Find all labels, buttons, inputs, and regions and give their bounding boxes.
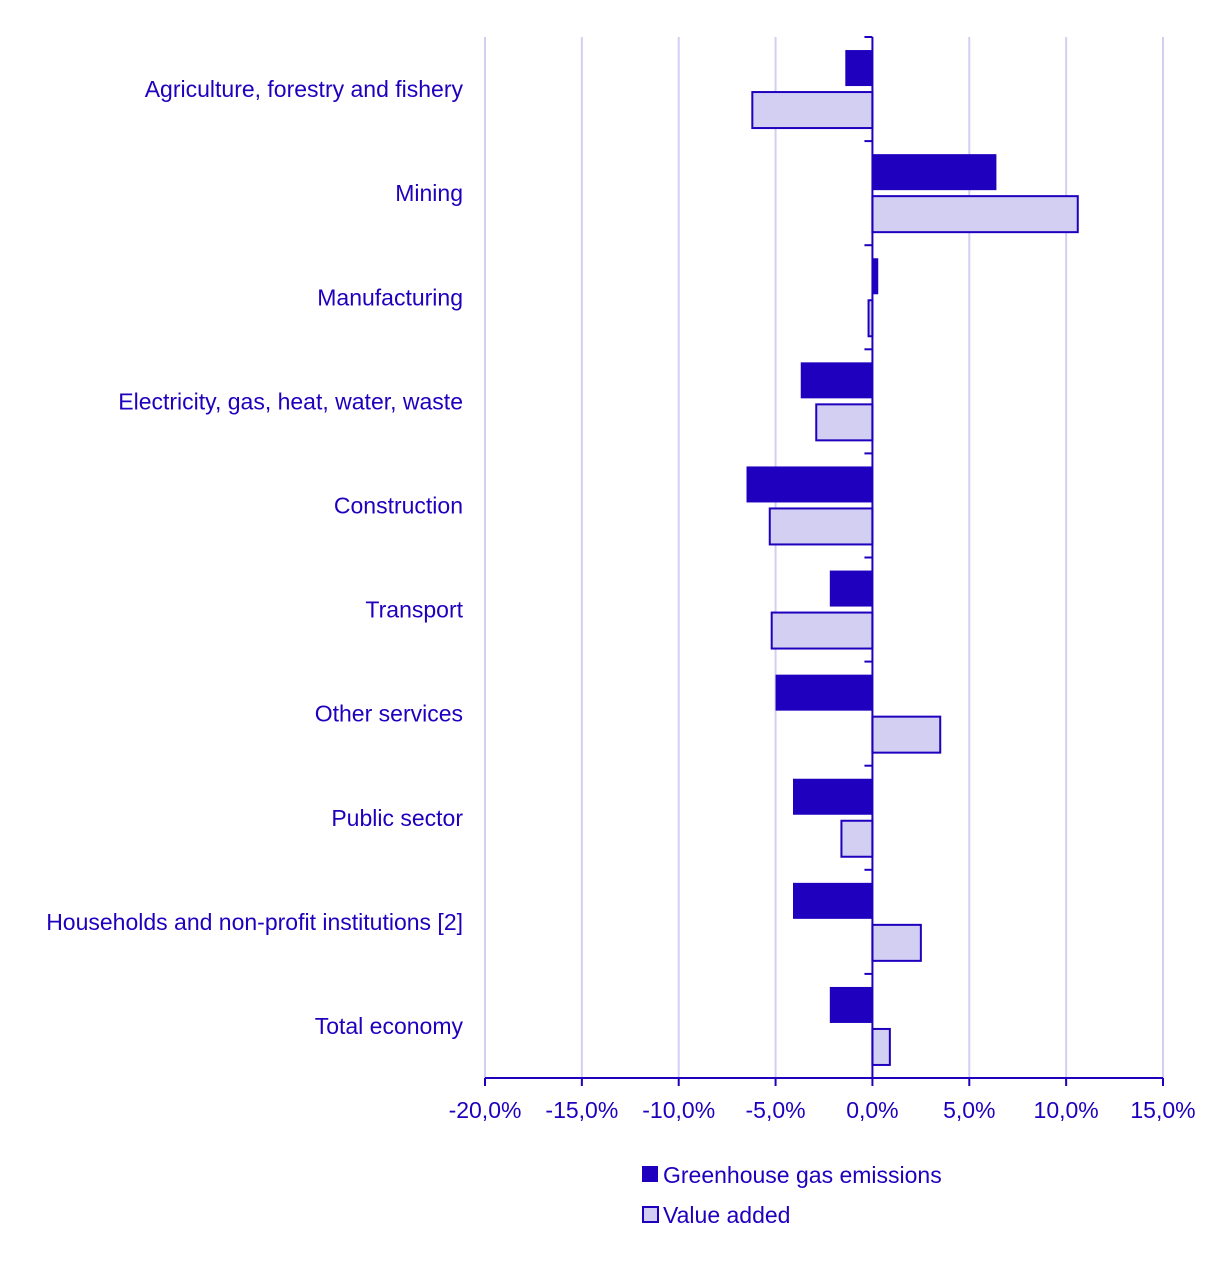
bars (746, 50, 1079, 1066)
bar-value-added (815, 403, 874, 442)
category-label: Electricity, gas, heat, water, waste (118, 388, 463, 414)
bar-value-added (871, 923, 922, 962)
category-label: Construction (334, 492, 463, 518)
legend-label-greenhouse-gas: Greenhouse gas emissions (663, 1162, 942, 1188)
bar-value-added (840, 819, 874, 858)
bar-greenhouse-gas (793, 882, 873, 919)
bar-greenhouse-gas (775, 674, 873, 711)
bar-value-added (751, 91, 874, 130)
bar-value-added (871, 1027, 891, 1066)
axes (484, 36, 1164, 1086)
bar-value-added (770, 611, 874, 650)
category-labels: Agriculture, forestry and fishery Mining M… (46, 76, 463, 1039)
legend-label-value-added: Value added (663, 1202, 790, 1228)
bar-greenhouse-gas (829, 986, 873, 1023)
x-tick-label: 10,0% (1034, 1097, 1099, 1123)
x-tick-label: 0,0% (846, 1097, 898, 1123)
category-label: Households and non-profit institutions [… (46, 909, 463, 935)
x-tick-label: 5,0% (943, 1097, 995, 1123)
bar-value-added (768, 507, 874, 546)
x-tick-label: -10,0% (642, 1097, 715, 1123)
bar-greenhouse-gas (829, 570, 873, 607)
legend-swatch-greenhouse-gas (642, 1166, 658, 1182)
category-label: Other services (315, 701, 463, 727)
category-label: Total economy (315, 1013, 464, 1039)
x-tick-labels: -20,0% -15,0% -10,0% -5,0% 0,0% 5,0% 10,0% 15,0… (449, 1097, 1196, 1123)
category-label: Mining (395, 180, 463, 206)
x-tick-label: -15,0% (545, 1097, 618, 1123)
x-tick-label: -20,0% (449, 1097, 522, 1123)
x-tick-label: -5,0% (746, 1097, 806, 1123)
category-label: Manufacturing (317, 284, 463, 310)
legend: Greenhouse gas emissions Value added (642, 1162, 942, 1228)
bar-greenhouse-gas (845, 50, 873, 87)
x-tick-label: 15,0% (1130, 1097, 1195, 1123)
bar-greenhouse-gas (793, 778, 873, 815)
bar-greenhouse-gas (800, 362, 873, 399)
gridlines (484, 37, 1164, 1078)
category-label: Public sector (331, 805, 463, 831)
bar-value-added (871, 195, 1079, 234)
legend-swatch-value-added (642, 1206, 659, 1223)
bar-greenhouse-gas (872, 258, 879, 295)
bar-greenhouse-gas (872, 154, 997, 191)
bar-greenhouse-gas (746, 466, 873, 503)
category-label: Transport (365, 597, 463, 623)
bar-value-added (871, 715, 942, 754)
category-label: Agriculture, forestry and fishery (145, 76, 464, 102)
